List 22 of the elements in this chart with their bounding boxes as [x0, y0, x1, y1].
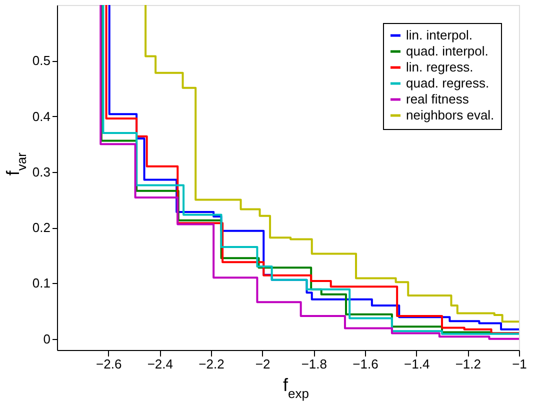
legend-label: quad. interpol. [406, 44, 488, 58]
y-tick-label: 0 [43, 331, 50, 346]
x-tick-label: −2.6 [96, 356, 122, 372]
x-tick-label: −1.4 [404, 356, 430, 372]
x-tick-label: −2 [255, 356, 270, 372]
x-tick-label: −1.6 [352, 356, 378, 372]
legend-label: real fitness [406, 92, 470, 106]
legend-label: lin. interpol. [406, 28, 472, 42]
x-tick-label: −1 [512, 356, 527, 372]
x-tick-label: −2.2 [198, 356, 224, 372]
y-tick-label: 0.1 [32, 276, 50, 291]
x-tick-label: −1.2 [455, 356, 482, 372]
y-tick-label: 0.4 [32, 108, 50, 124]
x-tick-label: −1.8 [301, 356, 328, 372]
legend-label: lin. regress. [406, 60, 474, 74]
y-tick-label: 0.2 [32, 220, 50, 236]
legend-label: quad. regress. [406, 76, 490, 90]
y-axis-title: fvar [3, 152, 29, 176]
x-tick-label: −2.4 [147, 356, 174, 372]
y-tick-label: 0.3 [32, 164, 50, 180]
legend-label: neighbors eval. [406, 108, 494, 122]
y-tick-label: 0.5 [32, 53, 50, 68]
